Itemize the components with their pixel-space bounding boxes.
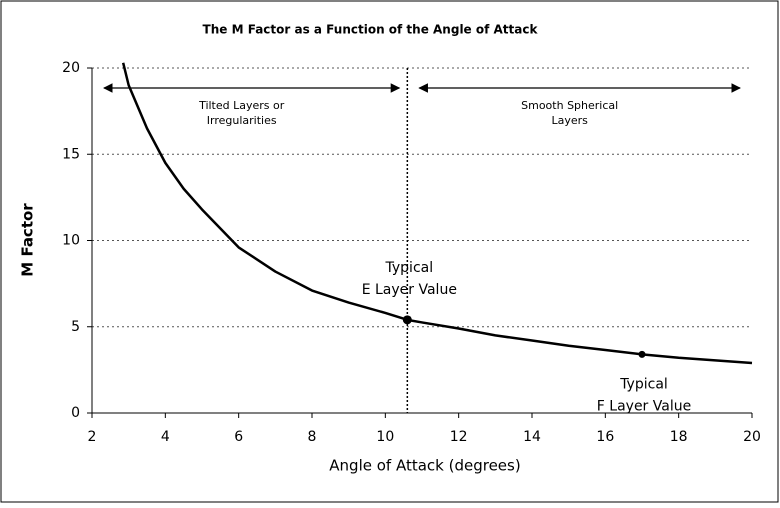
x-tick-label: 4 [161,429,170,445]
x-tick-label: 18 [670,429,688,445]
region-label: Layers [551,114,588,127]
marker-label: E Layer Value [362,282,457,298]
line [121,62,753,365]
x-tick-label: 12 [450,429,468,445]
x-tick-label: 16 [596,429,614,445]
marker-label: F Layer Value [597,398,691,414]
marker-label: Typical [619,376,668,392]
x-tick-label: 6 [234,429,243,445]
x-axis-label: Angle of Attack (degrees) [329,457,520,475]
y-tick-label: 10 [62,233,80,249]
region-label: Tilted Layers or [198,99,285,112]
x-tick-label: 8 [308,429,317,445]
x-tick-label: 20 [743,429,761,445]
marker-label: Typical [385,260,434,276]
y-tick-label: 20 [62,60,80,76]
x-tick-label: 2 [88,429,97,445]
x-tick-label: 10 [376,429,394,445]
y-tick-label: 5 [71,319,80,335]
marker [638,350,646,358]
region-label: Smooth Spherical [521,99,618,112]
y-tick-label: 0 [71,405,80,421]
y-axis-label: M Factor [19,203,37,277]
chart-title: The M Factor as a Function of the Angle … [203,23,539,37]
x-tick-label: 14 [523,429,541,445]
region-label: Irregularities [207,114,277,127]
marker [402,315,412,325]
y-tick-label: 15 [62,146,80,162]
